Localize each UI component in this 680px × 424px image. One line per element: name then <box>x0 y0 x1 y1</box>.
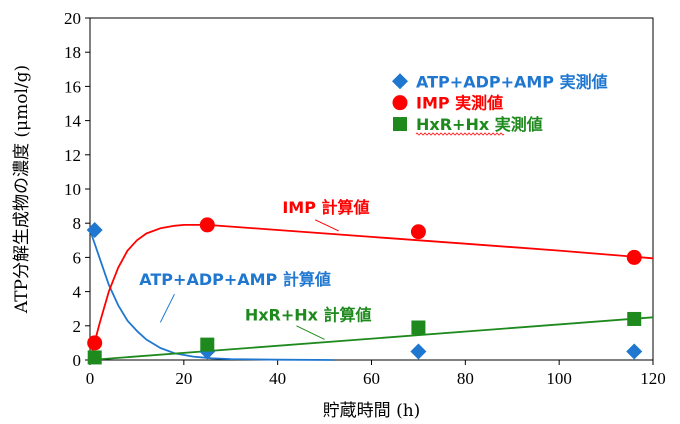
y-tick-label: 14 <box>64 112 82 131</box>
legend-label: ATP+ADP+AMP 実測値 <box>416 72 608 91</box>
spellcheck-underline <box>415 132 505 136</box>
data-point-square <box>627 311 642 326</box>
data-point-circle <box>199 217 215 233</box>
data-point-square <box>200 337 215 352</box>
y-tick-label: 6 <box>73 248 82 267</box>
y-tick-label: 2 <box>73 317 82 336</box>
y-tick-label: 16 <box>64 77 81 96</box>
legend-label: IMP 実測値 <box>416 94 503 113</box>
legend-marker <box>392 73 408 90</box>
x-tick-label: 120 <box>640 369 666 388</box>
legend-marker <box>392 95 408 111</box>
curve-annotation-label: IMP 計算値 <box>282 198 369 217</box>
x-tick-label: 80 <box>457 369 474 388</box>
y-tick-label: 12 <box>64 146 81 165</box>
series-curve-line <box>89 223 654 361</box>
legend-label: HxR+Hx 実測値 <box>416 115 543 134</box>
y-tick-label: 4 <box>73 283 82 302</box>
data-point-circle <box>87 335 103 351</box>
data-point-circle <box>626 249 642 265</box>
x-tick-label: 20 <box>175 369 192 388</box>
y-tick-label: 8 <box>73 214 82 233</box>
data-point-diamond <box>626 343 643 360</box>
y-tick-label: 20 <box>64 9 81 28</box>
series-curve-line <box>89 316 654 361</box>
curve-annotation-label: ATP+ADP+AMP 計算値 <box>139 270 331 289</box>
x-tick-label: 60 <box>363 369 380 388</box>
data-point-circle <box>410 224 426 240</box>
x-tick-label: 100 <box>546 369 572 388</box>
y-tick-label: 18 <box>64 43 81 62</box>
data-point-diamond <box>86 222 103 239</box>
y-tick-label: 10 <box>64 180 81 199</box>
x-axis-title: 貯蔵時間 (h) <box>323 401 421 421</box>
x-tick-label: 0 <box>86 369 95 388</box>
y-tick-label: 0 <box>73 351 82 370</box>
curve-annotation-label: HxR+Hx 計算値 <box>245 306 372 325</box>
x-tick-label: 40 <box>269 369 286 388</box>
data-point-square <box>87 350 102 365</box>
y-axis-title: ATP分解生成物の濃度 (μmol/g) <box>12 65 32 314</box>
data-point-diamond <box>410 343 427 360</box>
annotation-leader-line <box>296 325 325 340</box>
data-point-square <box>411 320 426 335</box>
annotation-leader-line <box>314 219 339 232</box>
annotation-leader-line <box>159 293 175 323</box>
legend-marker <box>393 117 407 132</box>
